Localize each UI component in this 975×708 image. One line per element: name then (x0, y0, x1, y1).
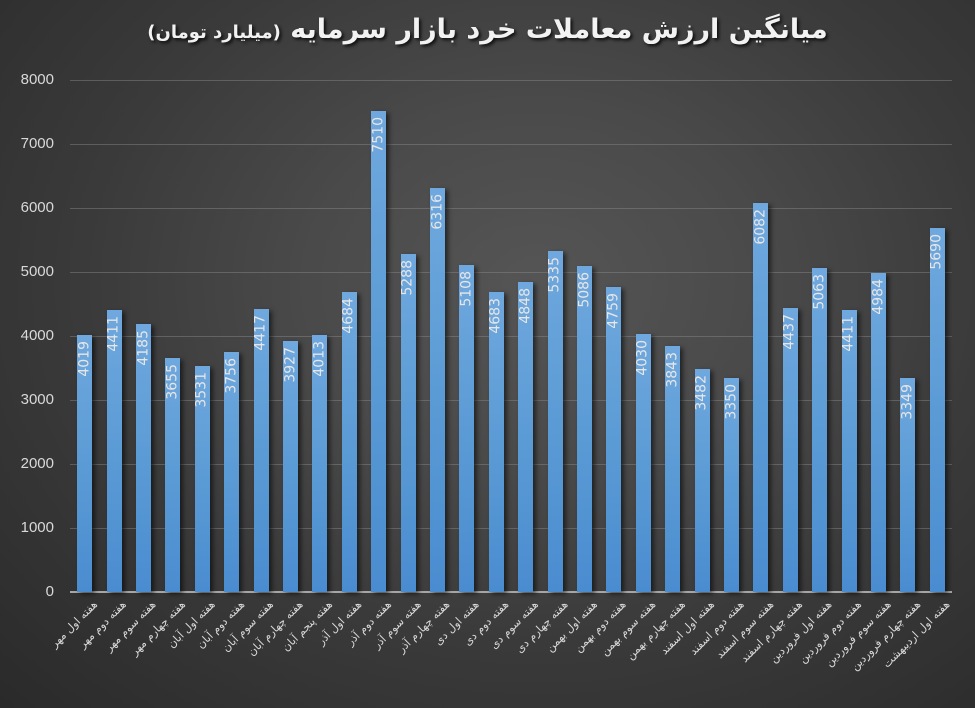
chart-title-unit: (میلیارد تومان) (147, 22, 281, 43)
y-tick-label: 5000 (20, 263, 54, 280)
bar: 4013 (311, 335, 328, 592)
bar-value-label: 6316 (429, 193, 445, 230)
gridline (70, 464, 952, 465)
bar: 4848 (517, 281, 534, 592)
bar: 4019 (76, 334, 93, 592)
bar-value-label: 5690 (928, 233, 945, 270)
bar-value-label: 4030 (634, 340, 651, 376)
y-tick-label: 1000 (20, 519, 54, 536)
bar: 4684 (340, 292, 357, 592)
y-tick-label: 3000 (20, 391, 54, 408)
bar-value-label: 3350 (723, 383, 739, 420)
y-tick-label: 6000 (20, 199, 54, 216)
gridline (70, 336, 952, 337)
bar: 6316 (429, 187, 445, 592)
y-tick-label: 2000 (20, 455, 54, 472)
chart-title: میانگین ارزش معاملات خرد بازار سرمایه (م… (0, 14, 975, 45)
bar-value-label: 4411 (105, 315, 122, 352)
gridline (70, 528, 952, 529)
bar-value-label: 3843 (664, 352, 681, 388)
bar-value-label: 4759 (605, 293, 622, 330)
bar: 6082 (752, 202, 769, 592)
y-tick-label: 7000 (20, 135, 54, 152)
x-axis-line (70, 591, 952, 593)
bar: 5288 (399, 253, 416, 592)
bar-value-label: 4185 (135, 330, 151, 366)
bar-value-label: 3756 (223, 357, 240, 394)
bar-value-label: 5086 (576, 272, 592, 309)
gridline (70, 144, 952, 145)
bar: 4030 (634, 334, 651, 592)
y-tick-label: 8000 (20, 71, 54, 88)
bar: 5108 (458, 265, 475, 592)
y-tick-label: 0 (45, 583, 54, 600)
bar: 4759 (605, 287, 622, 592)
bar: 4411 (105, 309, 122, 592)
bar-value-label: 7510 (370, 117, 387, 153)
bar: 3531 (193, 366, 210, 592)
bar-value-label: 6082 (752, 208, 769, 245)
bar-value-label: 4019 (76, 340, 93, 377)
bar-value-label: 4848 (517, 287, 534, 324)
bar-value-label: 3927 (282, 346, 298, 383)
bar: 7510 (370, 111, 387, 592)
gridline (70, 208, 952, 209)
bar-value-label: 4984 (870, 279, 886, 315)
bar-value-label: 4417 (252, 315, 269, 351)
bar: 3482 (693, 369, 710, 592)
bar-value-label: 5335 (546, 256, 563, 293)
bar: 3349 (899, 377, 916, 592)
bar: 5086 (576, 266, 592, 592)
bar-value-label: 4013 (311, 341, 328, 377)
bar: 4417 (252, 309, 269, 592)
bar: 3927 (282, 340, 298, 592)
chart-title-main: میانگین ارزش معاملات خرد بازار سرمایه (290, 14, 828, 45)
bar-value-label: 4683 (487, 298, 504, 334)
bar: 4437 (781, 308, 798, 592)
bar: 3655 (164, 358, 181, 592)
bar-value-label: 4684 (340, 298, 357, 334)
bar-value-label: 5063 (811, 273, 828, 310)
bar: 4185 (135, 324, 151, 592)
gridline (70, 80, 952, 81)
bar: 4683 (487, 292, 504, 592)
bar: 4984 (870, 273, 886, 592)
bar-value-label: 4437 (781, 314, 798, 350)
gridline (70, 272, 952, 273)
bar-value-label: 3349 (899, 383, 916, 420)
bar-value-label: 5108 (458, 271, 475, 307)
bar-value-label: 4411 (840, 315, 857, 352)
bar: 5335 (546, 250, 563, 592)
gridline (70, 400, 952, 401)
bar: 3843 (664, 346, 681, 592)
bar: 5690 (928, 227, 945, 592)
bar-value-label: 3482 (693, 375, 710, 411)
y-tick-label: 4000 (20, 327, 54, 344)
bar: 3350 (723, 377, 739, 592)
bar: 4411 (840, 309, 857, 592)
bar-value-label: 3655 (164, 364, 181, 400)
bar-value-label: 3531 (193, 372, 210, 408)
bar-value-label: 5288 (399, 259, 416, 296)
bar: 3756 (223, 351, 240, 592)
bar: 5063 (811, 267, 828, 592)
